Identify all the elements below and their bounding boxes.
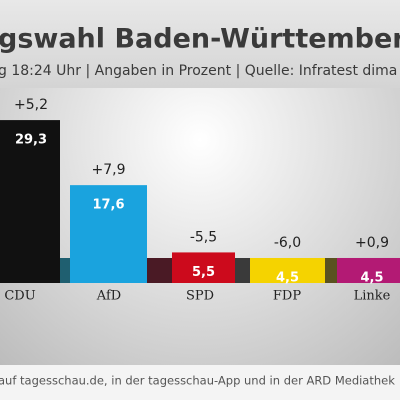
footer: auf tagesschau.de, in der tagesschau-App… xyxy=(0,374,395,388)
category-label: AfD xyxy=(96,289,121,304)
category-label: FDP xyxy=(273,289,301,304)
value-label: 17,6 xyxy=(92,198,124,213)
subtitle: g 18:24 Uhr | Angaben in Prozent | Quell… xyxy=(0,63,397,79)
floor-shade xyxy=(60,258,70,283)
bar xyxy=(70,185,147,283)
floor-shade xyxy=(235,258,250,283)
category-label: CDU xyxy=(4,289,35,304)
footer-band xyxy=(0,365,400,400)
change-label: -6,0 xyxy=(274,235,301,251)
value-label: 29,3 xyxy=(15,133,47,148)
value-label: 5,5 xyxy=(192,265,215,280)
value-label: 4,5 xyxy=(360,270,383,285)
bar xyxy=(172,252,235,283)
change-label: -5,5 xyxy=(190,229,217,245)
change-label: +0,9 xyxy=(355,235,389,251)
bar xyxy=(250,257,325,283)
value-label: 4,5 xyxy=(276,270,299,285)
category-label: Linke xyxy=(354,289,391,304)
floor-shade xyxy=(147,258,172,283)
bar xyxy=(0,120,60,283)
header-band xyxy=(0,0,400,88)
change-label: +5,2 xyxy=(14,97,48,113)
category-label: SPD xyxy=(186,289,214,304)
title: gswahl Baden-Württemberg 2 xyxy=(0,24,400,55)
bar xyxy=(337,257,400,283)
floor-shade xyxy=(325,258,337,283)
change-label: +7,9 xyxy=(92,162,126,178)
